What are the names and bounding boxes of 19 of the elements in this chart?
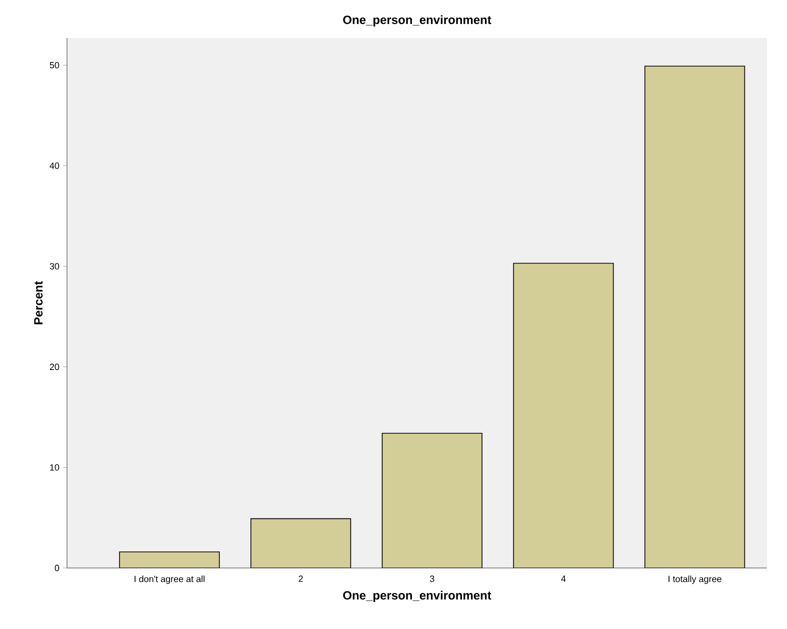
x-axis-title: One_person_environment xyxy=(343,590,492,602)
bar xyxy=(513,262,614,568)
bar xyxy=(644,66,746,568)
x-tick-label: I totally agree xyxy=(668,576,722,584)
x-tick-label: 2 xyxy=(298,576,303,582)
chart-title: One_person_environment xyxy=(343,15,492,26)
y-tick-label: 30 xyxy=(50,263,60,270)
x-tick-label: 4 xyxy=(561,576,566,582)
x-tick-label: I don't agree at all xyxy=(134,576,204,584)
bar xyxy=(250,518,352,568)
y-tick-label: 0 xyxy=(54,564,60,572)
y-axis-title: Percent xyxy=(34,281,43,324)
bar xyxy=(119,551,220,568)
bar xyxy=(382,432,482,568)
y-tick-label: 40 xyxy=(50,162,60,169)
y-tick-label: 10 xyxy=(50,464,60,471)
x-tick-label: 3 xyxy=(430,576,434,582)
y-tick-label: 20 xyxy=(50,364,60,370)
y-tick-label: 50 xyxy=(50,62,60,68)
